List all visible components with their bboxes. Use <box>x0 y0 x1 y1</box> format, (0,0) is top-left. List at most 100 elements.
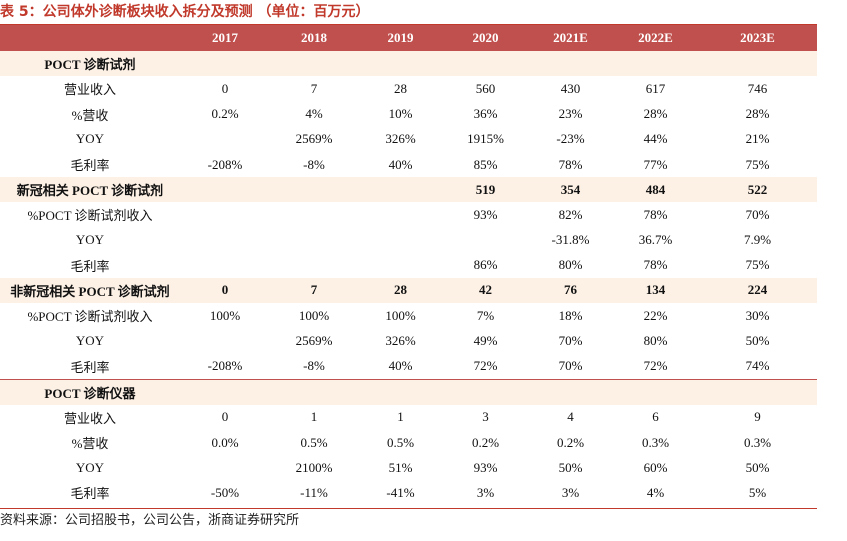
value-cell: 85% <box>473 156 498 172</box>
value-cell: 49% <box>473 332 498 348</box>
value-cell: 617 <box>645 80 666 96</box>
value-cell <box>180 253 270 278</box>
value-cell: 3% <box>476 484 495 500</box>
value-cell: 484 <box>613 177 698 203</box>
value-cell: 0.3% <box>641 434 670 450</box>
table-row: 营业收入 0 1 1 3 4 6 9 <box>0 405 817 430</box>
value-cell: 4% <box>646 484 665 500</box>
value-cell: 78% <box>643 257 668 273</box>
table-body: POCT 诊断试剂 营业收入 0 7 28 560 430 617 746 %营收 0.2% 4% 10… <box>0 50 817 506</box>
value-cell: 40% <box>388 156 413 172</box>
value-cell <box>270 228 358 253</box>
header-cell-year: 2019 <box>358 25 443 51</box>
value-cell: 18% <box>558 307 583 323</box>
value-cell: 430 <box>560 80 581 96</box>
value-cell: -50% <box>210 484 240 500</box>
value-cell: -31.8% <box>551 232 590 248</box>
table-title: 表 5：公司体外诊断板块收入拆分及预测 （单位：百万元） <box>0 4 370 20</box>
value-cell: 82% <box>558 206 583 222</box>
value-cell: 0.2% <box>471 434 500 450</box>
row-label: YOY <box>75 131 105 147</box>
table-row: YOY -31.8% 36.7% 7.9% <box>0 228 817 253</box>
value-cell: 28% <box>643 106 668 122</box>
value-cell: 77% <box>643 156 668 172</box>
value-cell: 28 <box>358 277 443 304</box>
value-cell: 75% <box>745 156 770 172</box>
value-cell: 1 <box>310 409 318 425</box>
value-cell: 78% <box>558 156 583 172</box>
header-cell-year: 2022E <box>613 25 698 51</box>
value-cell: 4% <box>305 106 323 122</box>
value-cell: 7% <box>476 307 495 323</box>
value-cell <box>358 253 443 278</box>
row-label: 毛利率 <box>70 486 110 502</box>
value-cell <box>180 455 270 480</box>
value-cell <box>180 328 270 353</box>
value-cell: 72% <box>643 358 668 374</box>
header-cell-label <box>0 25 180 51</box>
row-label: 非新冠相关 POCT 诊断试剂 <box>0 277 180 304</box>
value-cell: 224 <box>698 277 817 304</box>
row-label: 营业收入 <box>63 410 116 426</box>
row-label: 毛利率 <box>70 258 110 274</box>
value-cell: 9 <box>754 409 761 425</box>
value-cell <box>613 378 698 405</box>
table-row: %营收 0.0% 0.5% 0.5% 0.2% 0.2% 0.3% 0.3% <box>0 430 817 455</box>
value-cell: 6 <box>652 409 659 425</box>
value-cell: 3 <box>482 409 489 425</box>
row-label: %POCT 诊断试剂收入 <box>27 309 153 325</box>
value-cell: 0.5% <box>386 434 415 450</box>
value-cell <box>358 50 443 77</box>
value-cell: 70% <box>745 206 770 222</box>
header-cell-year: 2021E <box>528 25 613 51</box>
value-cell <box>270 202 358 227</box>
value-cell: 0.2% <box>211 106 239 122</box>
value-cell: 522 <box>698 177 817 203</box>
value-cell: 76 <box>528 277 613 304</box>
value-cell: 36.7% <box>638 232 673 248</box>
table-row: 毛利率 -50% -11% -41% 3% 3% 4% 5% <box>0 480 817 505</box>
value-cell <box>358 202 443 227</box>
value-cell: 21% <box>745 131 770 147</box>
value-cell: 86% <box>473 257 498 273</box>
value-cell <box>270 378 358 405</box>
value-cell: 0 <box>180 277 270 304</box>
value-cell <box>443 228 528 253</box>
value-cell: 0.3% <box>743 434 772 450</box>
value-cell: 51% <box>388 459 413 475</box>
value-cell: 72% <box>473 358 498 374</box>
table-row: 毛利率 -208% -8% 40% 85% 78% 77% 75% <box>0 152 817 177</box>
table-row: %营收 0.2% 4% 10% 36% 23% 28% 28% <box>0 102 817 127</box>
value-cell: -8% <box>303 358 325 374</box>
value-cell: 23% <box>558 106 583 122</box>
value-cell: -11% <box>300 484 328 500</box>
value-cell <box>613 50 698 77</box>
value-cell: 60% <box>643 459 668 475</box>
value-cell: 0 <box>221 409 229 425</box>
row-label: POCT 诊断仪器 <box>0 378 180 405</box>
value-cell: 134 <box>613 277 698 304</box>
value-cell: 7 <box>270 277 358 304</box>
row-label: YOY <box>75 332 105 348</box>
value-cell <box>180 378 270 405</box>
value-cell <box>270 177 358 203</box>
table-row: 毛利率 -208% -8% 40% 72% 70% 72% 74% <box>0 353 817 379</box>
value-cell: 3% <box>561 484 580 500</box>
table-row: %POCT 诊断试剂收入 100% 100% 100% 7% 18% 22% 30% <box>0 303 817 328</box>
table-row: 营业收入 0 7 28 560 430 617 746 <box>0 76 817 101</box>
value-cell: 50% <box>745 332 770 348</box>
table-row: %POCT 诊断试剂收入 93% 82% 78% 70% <box>0 202 817 227</box>
value-cell <box>358 378 443 405</box>
value-cell: -208% <box>207 358 243 374</box>
value-cell: 93% <box>473 459 498 475</box>
table-row: YOY 2100% 51% 93% 50% 60% 50% <box>0 455 817 480</box>
section-row: POCT 诊断仪器 <box>0 378 817 405</box>
row-label: %营收 <box>71 436 109 452</box>
section-row: 新冠相关 POCT 诊断试剂 519 354 484 522 <box>0 177 817 203</box>
value-cell: 2100% <box>295 459 333 475</box>
value-cell: 28% <box>745 106 770 122</box>
value-cell: 10% <box>388 106 413 122</box>
value-cell: 44% <box>643 131 668 147</box>
value-cell <box>180 228 270 253</box>
header-cell-year: 2018 <box>270 25 358 51</box>
